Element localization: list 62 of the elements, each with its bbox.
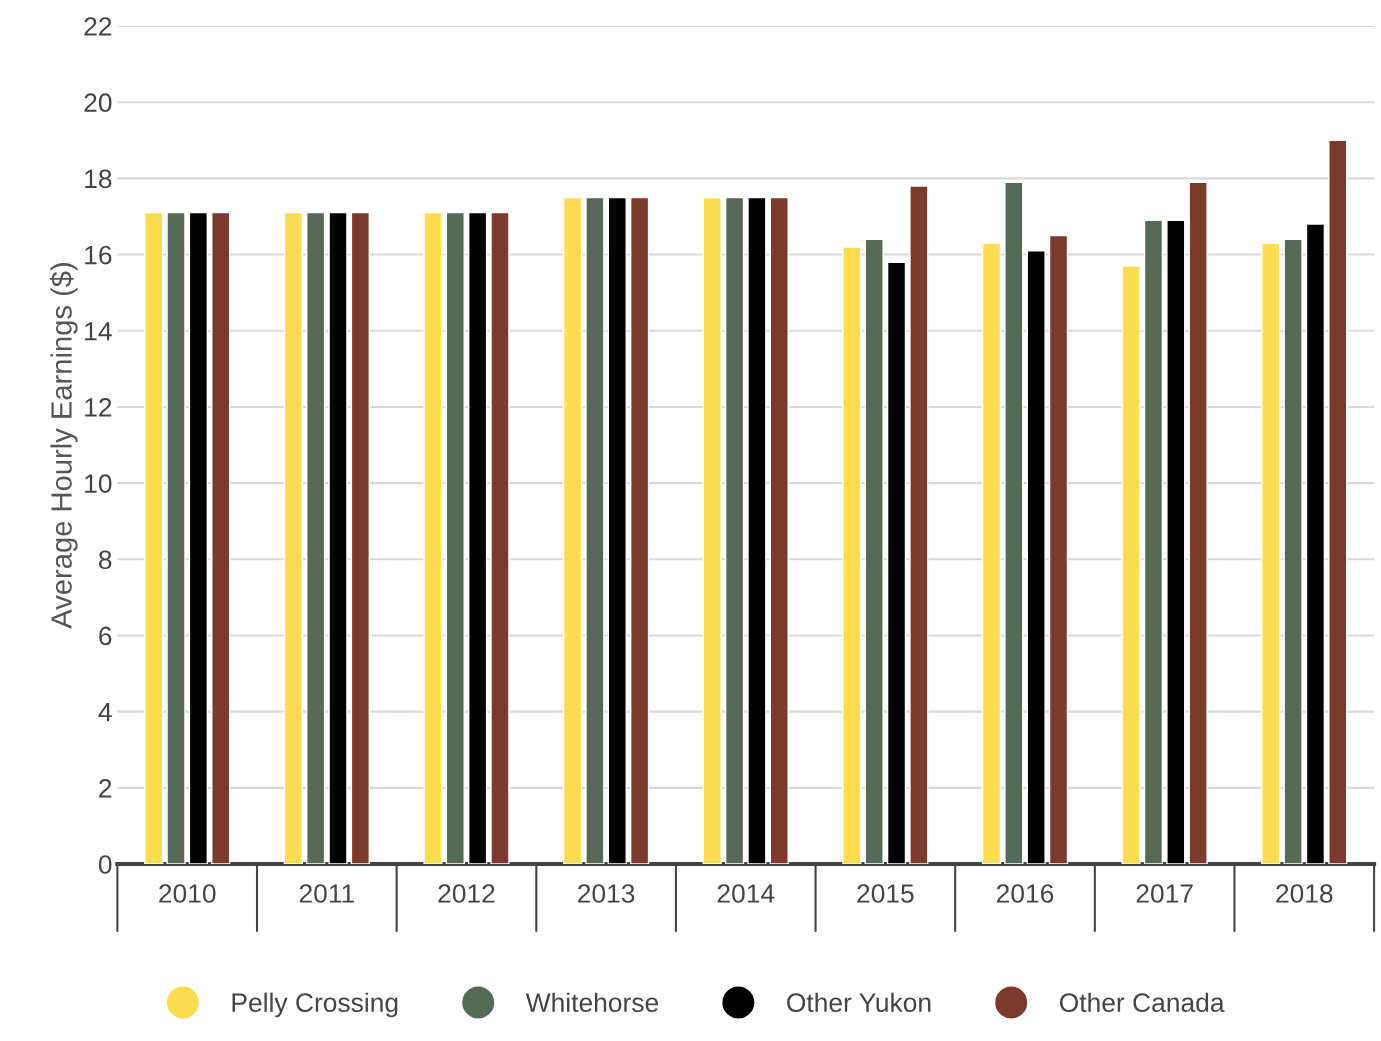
y-tick-label: 12 [85, 398, 112, 417]
bar [144, 211, 164, 865]
bar [886, 261, 907, 865]
bar [1188, 181, 1208, 865]
bar [702, 196, 722, 865]
y-tick-label: 8 [99, 550, 112, 570]
y-axis-title: Average Hourly Earnings ($) [49, 263, 78, 629]
bar [1026, 250, 1046, 865]
y-tick-label: 4 [98, 703, 112, 722]
legend-label: Other Canada [1059, 992, 1225, 1013]
bar [166, 211, 186, 865]
x-tick-label: 2014 [717, 884, 775, 903]
x-tick-label: 2012 [438, 884, 495, 903]
bar [747, 196, 767, 865]
bar [909, 185, 929, 865]
bar [1305, 223, 1326, 865]
bar [1121, 265, 1141, 865]
y-tick-label: 22 [84, 17, 112, 36]
bar [328, 211, 348, 865]
x-tick-label: 2015 [857, 884, 914, 903]
bar [1283, 238, 1303, 865]
bar [188, 211, 209, 865]
bar [1004, 181, 1024, 865]
y-tick-label: 2 [99, 778, 112, 798]
legend-label: Whitehorse [525, 992, 659, 1013]
bar [423, 211, 443, 865]
y-tick-label: 14 [85, 322, 112, 341]
bar [585, 196, 605, 865]
bar [1328, 139, 1348, 865]
bar [864, 238, 884, 865]
y-tick-label: 18 [85, 169, 112, 189]
legend-label: Other Yukon [787, 992, 931, 1013]
bar [1143, 219, 1164, 865]
bar [981, 242, 1002, 865]
x-tick-label: 2011 [299, 884, 354, 903]
bar [629, 196, 650, 865]
x-tick-label: 2010 [159, 884, 216, 903]
x-tick-label: 2017 [1136, 884, 1193, 903]
y-tick-label: 0 [98, 855, 112, 874]
bar [350, 211, 370, 865]
bar [490, 211, 510, 865]
y-tick-label: 10 [85, 474, 112, 493]
bar [468, 211, 488, 865]
bar [211, 211, 231, 865]
bar [1048, 234, 1069, 865]
y-tick-label: 6 [99, 626, 112, 646]
bar [306, 211, 326, 865]
x-tick-label: 2013 [578, 884, 635, 903]
bar [1166, 219, 1186, 865]
x-tick-label: 2018 [1276, 884, 1333, 903]
bar [769, 196, 789, 865]
legend-label: Pelly Crossing [232, 992, 398, 1018]
bar [445, 211, 465, 865]
x-tick-label: 2016 [996, 884, 1054, 903]
bar [283, 211, 303, 865]
y-tick-label: 16 [85, 245, 112, 265]
bar [607, 196, 627, 865]
bar [562, 196, 583, 865]
bar [842, 246, 862, 865]
y-tick-label: 20 [84, 93, 112, 113]
bar [1261, 242, 1281, 865]
bar [724, 196, 745, 865]
